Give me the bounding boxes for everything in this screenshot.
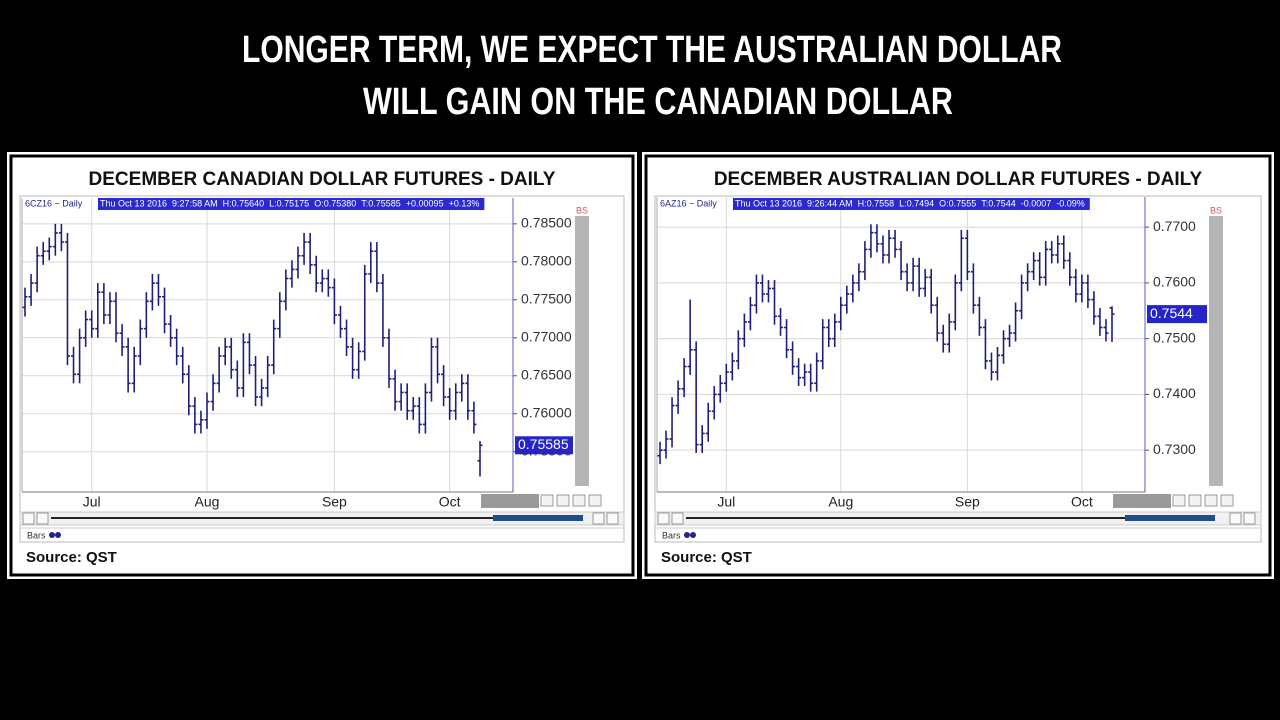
- header-field: O:0.75380: [314, 198, 356, 208]
- header-field: L:0.7494: [899, 198, 934, 208]
- tab-dot: [55, 532, 61, 538]
- y-tick-label: 0.77000: [521, 328, 572, 344]
- panel-border: [9, 154, 635, 577]
- header-field: -0.09%: [1056, 198, 1085, 208]
- x-tick-label: Sep: [955, 494, 980, 510]
- y-tick-label: 0.76000: [521, 404, 572, 420]
- x-tick-label: Oct: [1071, 494, 1093, 510]
- symbol: 6AZ16 ~ Daily: [660, 198, 717, 208]
- control-button: [588, 494, 602, 507]
- scroll-label: Bars: [662, 530, 681, 540]
- side-column: [575, 216, 589, 486]
- scroll-thumb: [493, 515, 583, 521]
- gray-block: [1113, 494, 1171, 508]
- control-button: [1204, 494, 1218, 507]
- scroll-left-btn: [657, 512, 670, 525]
- scroll-right-btn: [1243, 512, 1256, 525]
- header-field: 9:27:58 AM: [172, 198, 218, 208]
- symbol: 6CZ16 ~ Daily: [25, 198, 83, 208]
- scroll-left-btn: [671, 512, 684, 525]
- control-button: [556, 494, 570, 507]
- header-field: H:0.7558: [858, 198, 895, 208]
- control-button: [1220, 494, 1234, 507]
- header-field: T:0.7544: [981, 198, 1016, 208]
- last-price-box: [1147, 305, 1207, 324]
- side-label: BS: [1210, 205, 1222, 215]
- header-field: L:0.75175: [269, 198, 309, 208]
- header-field: +0.00095: [406, 198, 444, 208]
- y-tick-label: 0.76500: [521, 366, 572, 382]
- header-field: O:0.7555: [939, 198, 976, 208]
- y-tick-label: 0.7400: [1153, 385, 1196, 401]
- header-field: T:0.75585: [361, 198, 401, 208]
- x-tick-label: Sep: [322, 494, 347, 510]
- scroll-right-btn: [592, 512, 605, 525]
- scroll-thumb: [1125, 515, 1215, 521]
- last-price-box: [515, 436, 573, 455]
- y-tick-label: 0.7300: [1153, 441, 1196, 457]
- scroll-right-btn: [606, 512, 619, 525]
- side-label: BS: [576, 205, 588, 215]
- x-tick-label: Oct: [439, 494, 461, 510]
- scroll-right-btn: [1229, 512, 1242, 525]
- header-strip: [98, 198, 485, 210]
- control-button: [1188, 494, 1202, 507]
- y-tick-label: 0.78500: [521, 215, 572, 231]
- headline: LONGER TERM, WE EXPECT THE AUSTRALIAN DO…: [242, 29, 1062, 71]
- control-button: [540, 494, 554, 507]
- header-field: +0.13%: [449, 198, 480, 208]
- scroll-label: Bars: [27, 530, 46, 540]
- chart-frame: [19, 195, 625, 543]
- y-tick-label: 0.77500: [521, 291, 572, 307]
- scroll-left-btn: [22, 512, 35, 525]
- header-field: Thu Oct 13 2016: [735, 198, 802, 208]
- chart-title: DECEMBER AUSTRALIAN DOLLAR FUTURES - DAI…: [714, 169, 1203, 190]
- panel-border: [644, 154, 1272, 577]
- chart-title: DECEMBER CANADIAN DOLLAR FUTURES - DAILY: [89, 169, 556, 190]
- x-tick-label: Aug: [828, 494, 853, 510]
- source: Source: QST: [26, 549, 117, 566]
- gray-block: [481, 494, 539, 508]
- header-field: 9:26:44 AM: [807, 198, 853, 208]
- last-price-label: 0.7544: [1150, 305, 1193, 321]
- y-tick-label: 0.7700: [1153, 218, 1196, 234]
- y-tick-label: 0.7600: [1153, 274, 1196, 290]
- tab-dot: [49, 532, 55, 538]
- x-tick-label: Jul: [717, 494, 735, 510]
- source: Source: QST: [661, 549, 752, 566]
- headline: WILL GAIN ON THE CANADIAN DOLLAR: [363, 81, 953, 123]
- tab-dot: [684, 532, 690, 538]
- header-field: -0.0007: [1021, 198, 1052, 208]
- y-tick-label: 0.78000: [521, 253, 572, 269]
- control-button: [572, 494, 586, 507]
- y-tick-label: 0.7500: [1153, 329, 1196, 345]
- side-column: [1209, 216, 1223, 486]
- x-tick-label: Jul: [83, 494, 101, 510]
- header-strip: [733, 198, 1090, 210]
- last-price-label: 0.75585: [518, 436, 569, 452]
- chart-frame: [654, 195, 1262, 543]
- x-tick-label: Aug: [195, 494, 220, 510]
- header-field: H:0.75640: [223, 198, 265, 208]
- scroll-left-btn: [36, 512, 49, 525]
- control-button: [1172, 494, 1186, 507]
- tab-dot: [690, 532, 696, 538]
- header-field: Thu Oct 13 2016: [100, 198, 167, 208]
